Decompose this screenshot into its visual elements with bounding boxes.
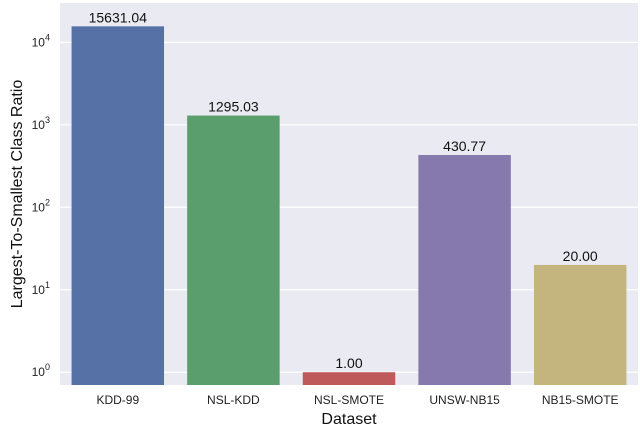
value-label: 1295.03 — [208, 99, 259, 115]
bars — [71, 26, 627, 386]
x-tick-label: KDD-99 — [96, 393, 139, 407]
x-axis-title: Dataset — [321, 411, 377, 428]
bar-unsw-nb15 — [418, 154, 511, 385]
y-tick-exponent: 0 — [45, 362, 50, 372]
value-label: 1.00 — [335, 355, 362, 371]
value-label: 430.77 — [443, 138, 486, 154]
x-tick-label: UNSW-NB15 — [429, 393, 500, 407]
bar-nb15-smote — [533, 264, 627, 385]
y-tick-label: 103 — [32, 115, 50, 132]
y-tick-base: 10 — [32, 200, 46, 214]
x-tick-label: NSL-KDD — [207, 393, 260, 407]
value-label: 15631.04 — [89, 9, 148, 25]
y-tick-label: 100 — [32, 362, 50, 379]
y-tick-label: 102 — [32, 197, 50, 214]
y-tick-exponent: 1 — [45, 280, 50, 290]
x-tick-label: NSL-SMOTE — [314, 393, 384, 407]
bar-kdd-99 — [71, 26, 165, 386]
x-axis-ticks: KDD-99 NSL-KDD NSL-SMOTE UNSW-NB15 NB15-SMOT… — [96, 393, 618, 407]
y-tick-label: 104 — [32, 32, 50, 49]
y-tick-exponent: 4 — [45, 32, 50, 42]
y-tick-base: 10 — [32, 118, 46, 132]
y-tick-exponent: 2 — [45, 197, 50, 207]
bar-nsl-kdd — [187, 115, 280, 385]
bar-nsl-smote — [302, 372, 396, 385]
y-tick-base: 10 — [32, 35, 46, 49]
value-label: 20.00 — [563, 248, 598, 264]
y-tick-label: 101 — [32, 280, 50, 297]
y-axis-title: Largest-To-Smallest Class Ratio — [9, 80, 26, 309]
x-tick-label: NB15-SMOTE — [542, 393, 619, 407]
y-tick-exponent: 3 — [45, 115, 50, 125]
y-tick-base: 10 — [32, 365, 46, 379]
y-tick-base: 10 — [32, 283, 46, 297]
value-labels: 15631.04 1295.03 1.00 430.77 20.00 — [89, 9, 598, 371]
